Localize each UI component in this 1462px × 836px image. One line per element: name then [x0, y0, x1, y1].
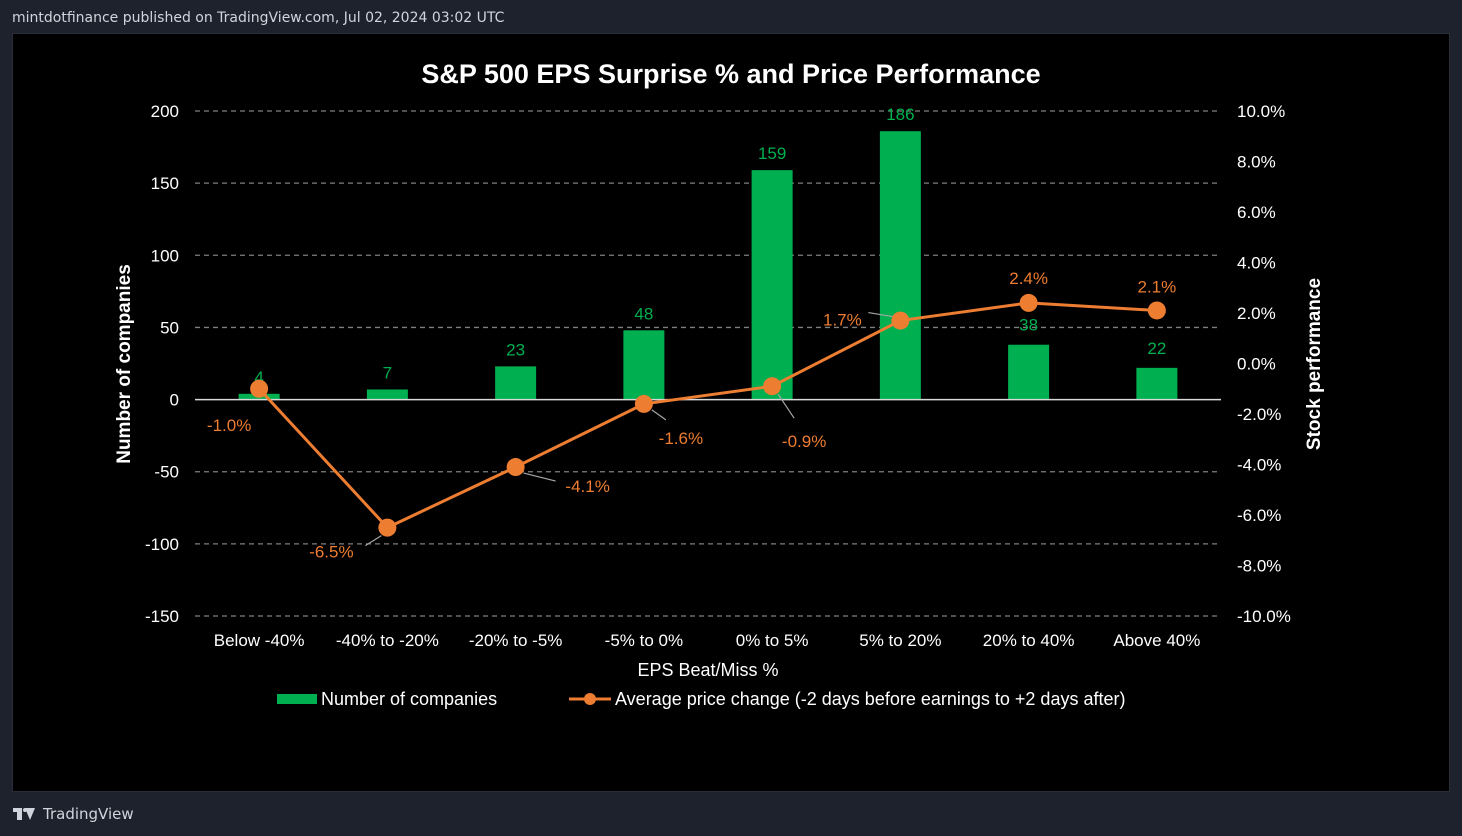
legend-line-marker	[584, 693, 596, 705]
x-tick-label: 0% to 5%	[736, 631, 809, 650]
line-value-label: -1.6%	[659, 429, 703, 448]
bar-value-label: 4	[254, 368, 263, 387]
line-point	[506, 458, 525, 477]
bar	[623, 330, 665, 400]
price-change-line	[258, 301, 1157, 530]
x-tick-label: -40% to -20%	[336, 631, 439, 650]
y-left-tick-label: 150	[151, 174, 179, 193]
bar-value-label: 23	[506, 340, 525, 359]
bar-value-label: 48	[634, 304, 653, 323]
chart-svg: S&P 500 EPS Surprise % and Price Perform…	[114, 59, 1325, 709]
line-value-label: -4.1%	[565, 477, 609, 496]
bar	[366, 389, 408, 400]
bar-value-label: 38	[1019, 316, 1038, 335]
bar-value-label: 159	[758, 144, 786, 163]
y-right-tick-label: -2.0%	[1237, 405, 1281, 424]
y-left-tick-label: -100	[145, 535, 179, 554]
tradingview-footer[interactable]: TradingView	[13, 805, 134, 823]
bar-value-label: 22	[1147, 339, 1166, 358]
line-point	[763, 377, 782, 396]
label-leader-line	[777, 393, 795, 419]
y-right-tick-label: 4.0%	[1237, 254, 1276, 273]
legend-bar-swatch	[277, 694, 317, 704]
tradingview-brand: TradingView	[43, 805, 134, 823]
bar	[495, 366, 537, 400]
line-value-label: -0.9%	[782, 432, 826, 451]
legend-bar-label: Number of companies	[321, 689, 497, 709]
label-leader-line	[868, 311, 893, 318]
line-point	[1147, 301, 1166, 320]
bar	[879, 131, 921, 400]
x-tick-label: -5% to 0%	[605, 631, 683, 650]
x-tick-label: -20% to -5%	[469, 631, 563, 650]
y-right-tick-label: -6.0%	[1237, 506, 1281, 525]
y-right-tick-label: 2.0%	[1237, 304, 1276, 323]
line-point	[891, 311, 910, 330]
label-leader-line	[365, 535, 382, 547]
bar-value-label: 7	[383, 363, 392, 382]
tradingview-logo-icon	[13, 806, 37, 822]
y-left-tick-label: 0	[170, 391, 179, 410]
line-value-label: -1.0%	[207, 416, 251, 435]
x-tick-label: Above 40%	[1113, 631, 1200, 650]
chart-title: S&P 500 EPS Surprise % and Price Perform…	[421, 59, 1040, 89]
x-tick-label: 5% to 20%	[859, 631, 941, 650]
x-tick-label: 20% to 40%	[983, 631, 1075, 650]
bar	[751, 170, 793, 400]
label-leader-line	[651, 409, 667, 421]
y-left-tick-label: 200	[151, 102, 179, 121]
line-value-label: 2.1%	[1138, 277, 1177, 296]
line-point	[634, 394, 653, 413]
y-right-tick-label: 6.0%	[1237, 203, 1276, 222]
y-right-tick-label: -10.0%	[1237, 607, 1291, 626]
bar-value-label: 186	[886, 105, 914, 124]
line-point	[378, 518, 397, 537]
line-value-label: 2.4%	[1009, 269, 1048, 288]
y-left-tick-label: -150	[145, 607, 179, 626]
line-value-label: 1.7%	[823, 311, 862, 330]
bar	[1008, 344, 1050, 400]
line-value-label: -6.5%	[309, 543, 353, 562]
chart-panel: S&P 500 EPS Surprise % and Price Perform…	[12, 33, 1450, 792]
y-right-tick-label: 10.0%	[1237, 102, 1285, 121]
y-left-tick-label: 50	[160, 318, 179, 337]
publisher-header: mintdotfinance published on TradingView.…	[12, 10, 505, 26]
legend-line-label: Average price change (-2 days before ear…	[615, 689, 1125, 709]
y-right-tick-label: 8.0%	[1237, 153, 1276, 172]
x-axis-title: EPS Beat/Miss %	[637, 660, 778, 680]
x-tick-label: Below -40%	[214, 631, 305, 650]
y-left-axis-title: Number of companies	[114, 264, 135, 464]
y-right-tick-label: 0.0%	[1237, 355, 1276, 374]
line-point	[250, 379, 269, 398]
bar	[1136, 367, 1178, 400]
label-leader-line	[523, 472, 556, 482]
y-right-tick-label: -8.0%	[1237, 557, 1281, 576]
y-left-tick-label: -50	[154, 463, 179, 482]
line-point	[1019, 293, 1038, 312]
y-right-tick-label: -4.0%	[1237, 456, 1281, 475]
y-right-axis-title: Stock performance	[1304, 278, 1325, 450]
y-left-tick-label: 100	[151, 246, 179, 265]
